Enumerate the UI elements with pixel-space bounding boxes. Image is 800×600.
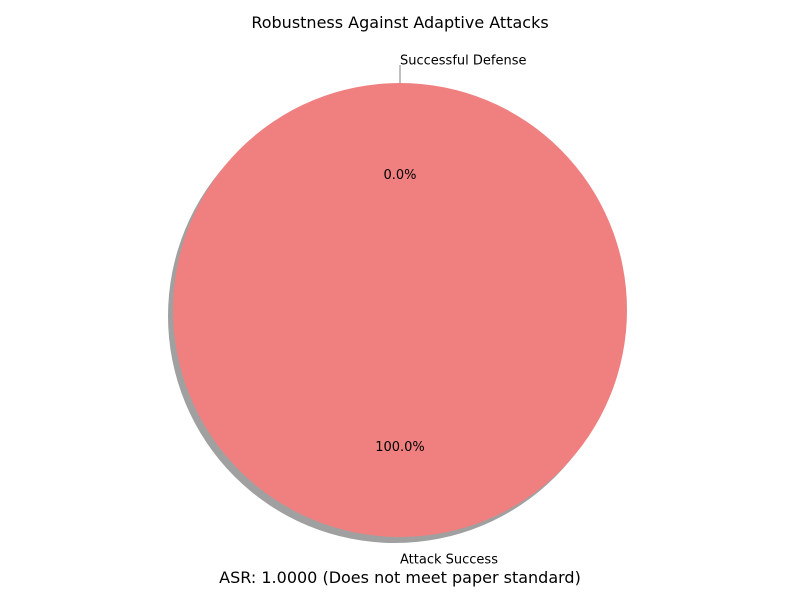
slice-percent-attack-success: 100.0% bbox=[375, 440, 425, 455]
asr-caption: ASR: 1.0000 (Does not meet paper standar… bbox=[219, 568, 581, 587]
chart-title: Robustness Against Adaptive Attacks bbox=[251, 13, 548, 32]
pie-labels: Successful Defense 0.0% Attack Success 100.… bbox=[375, 53, 526, 567]
slice-percent-successful-defense: 0.0% bbox=[383, 168, 416, 183]
pie-slice-attack-success bbox=[173, 83, 627, 537]
slice-label-attack-success: Attack Success bbox=[400, 553, 498, 568]
slice-label-successful-defense: Successful Defense bbox=[400, 53, 526, 68]
pie-slices bbox=[173, 83, 627, 537]
